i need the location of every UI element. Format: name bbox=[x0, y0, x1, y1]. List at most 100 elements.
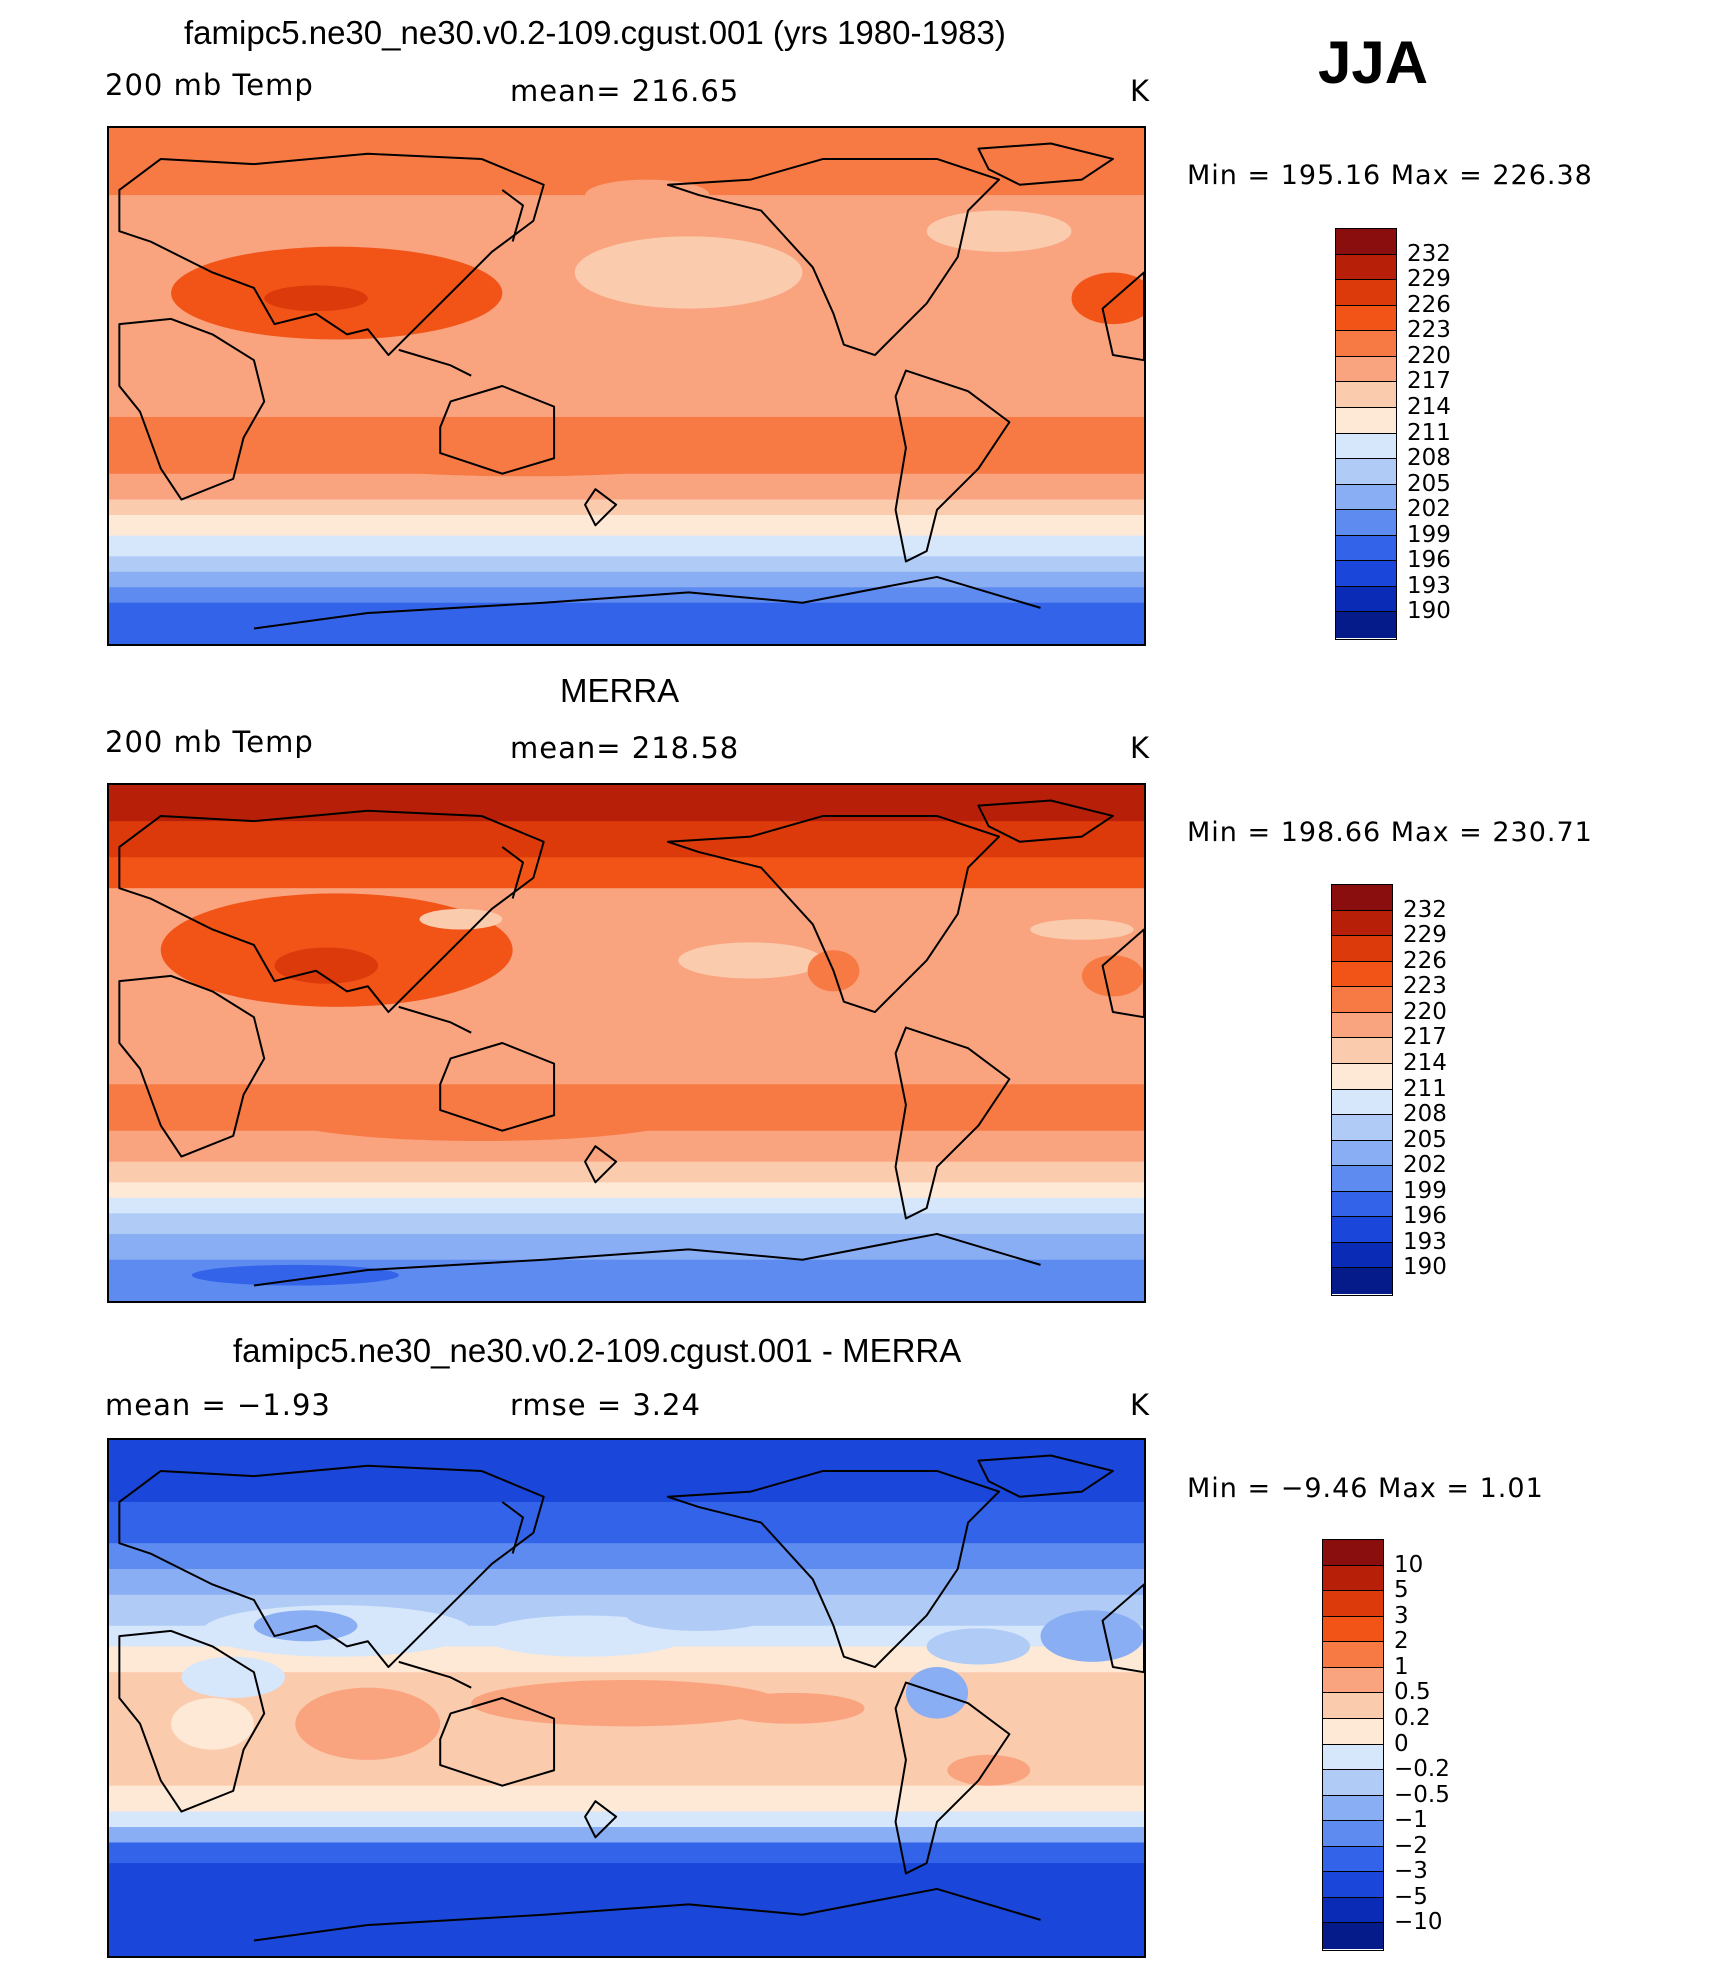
coastline bbox=[439, 1042, 556, 1132]
coastline bbox=[666, 1469, 1001, 1669]
colorbar-label: 226 bbox=[1403, 947, 1447, 974]
contour-band bbox=[109, 1233, 1144, 1261]
colorbar-label: −1 bbox=[1394, 1807, 1428, 1834]
colorbar-label: 193 bbox=[1403, 1228, 1447, 1255]
contour-region bbox=[171, 1698, 254, 1750]
colorbar-swatch bbox=[1332, 1217, 1392, 1243]
colorbar-label: 226 bbox=[1407, 291, 1451, 318]
colorbar-swatch bbox=[1323, 1795, 1383, 1822]
colorbar-label: 211 bbox=[1407, 419, 1451, 446]
contour-region bbox=[626, 1599, 772, 1631]
panel-3-colorbar bbox=[1322, 1539, 1384, 1951]
contour-region bbox=[274, 1089, 689, 1142]
colorbar-label: 232 bbox=[1407, 240, 1451, 267]
panel-1-colorbar bbox=[1335, 228, 1397, 640]
coastline bbox=[894, 1681, 1011, 1875]
contour-band bbox=[109, 1842, 1144, 1865]
contour-band bbox=[109, 1130, 1144, 1163]
colorbar-label: 205 bbox=[1407, 470, 1451, 497]
colorbar-label: 214 bbox=[1403, 1049, 1447, 1076]
coastline bbox=[977, 142, 1114, 186]
colorbar-swatch bbox=[1332, 1191, 1392, 1218]
colorbar-label: −10 bbox=[1394, 1909, 1443, 1936]
coastline bbox=[977, 1454, 1114, 1498]
contour-band bbox=[109, 1197, 1144, 1215]
colorbar-label: 196 bbox=[1407, 547, 1451, 574]
contour-region bbox=[719, 1692, 865, 1724]
contour-band bbox=[109, 1440, 1144, 1503]
panel-3-mean-label: mean = −1.93 bbox=[105, 1388, 331, 1422]
season-label: JJA bbox=[1318, 29, 1429, 96]
colorbar-swatch bbox=[1332, 1166, 1392, 1192]
colorbar-swatch bbox=[1336, 382, 1396, 408]
colorbar-swatch bbox=[1336, 433, 1396, 460]
colorbar-label: 220 bbox=[1407, 342, 1451, 369]
panel-3-title: famipc5.ne30_ne30.v0.2-109.cgust.001 - M… bbox=[233, 1332, 962, 1369]
panel-1-units-label: K bbox=[1130, 74, 1151, 108]
colorbar-label: 1 bbox=[1394, 1653, 1409, 1680]
colorbar-label: 229 bbox=[1407, 266, 1451, 293]
coastline bbox=[253, 575, 1041, 630]
colorbar-label: 217 bbox=[1407, 368, 1451, 395]
colorbar-swatch bbox=[1332, 961, 1392, 988]
colorbar-label: 223 bbox=[1407, 317, 1451, 344]
colorbar-label: 217 bbox=[1403, 1024, 1447, 1051]
contour-band bbox=[109, 1827, 1144, 1844]
colorbar-swatch bbox=[1336, 510, 1396, 536]
colorbar-swatch bbox=[1323, 1642, 1383, 1668]
contour-band bbox=[109, 1543, 1144, 1570]
coastline bbox=[439, 385, 556, 475]
panel-1-variable-label: 200 mb Temp bbox=[105, 68, 314, 102]
coastline bbox=[666, 814, 1001, 1014]
contour-band bbox=[109, 473, 1144, 501]
colorbar-label: 208 bbox=[1403, 1101, 1447, 1128]
panel-2-minmax: Min = 198.66 Max = 230.71 bbox=[1187, 817, 1593, 848]
panel-3-minmax: Min = −9.46 Max = 1.01 bbox=[1187, 1473, 1544, 1504]
colorbar-swatch bbox=[1323, 1616, 1383, 1643]
coastline bbox=[253, 1887, 1041, 1942]
colorbar-swatch bbox=[1323, 1667, 1383, 1694]
colorbar-label: 202 bbox=[1403, 1152, 1447, 1179]
colorbar-swatch bbox=[1336, 535, 1396, 562]
colorbar-label: 10 bbox=[1394, 1551, 1424, 1578]
colorbar-label: 196 bbox=[1403, 1203, 1447, 1230]
contour-band bbox=[109, 602, 1144, 644]
colorbar-swatch bbox=[1336, 407, 1396, 434]
contour-region bbox=[295, 1687, 441, 1760]
colorbar-swatch bbox=[1336, 356, 1396, 383]
contour-band bbox=[109, 857, 1144, 890]
colorbar-swatch bbox=[1336, 331, 1396, 357]
colorbar-swatch bbox=[1323, 1846, 1383, 1873]
map-field bbox=[109, 785, 1144, 1301]
colorbar-label: 3 bbox=[1394, 1602, 1409, 1629]
colorbar-swatch bbox=[1332, 1268, 1392, 1294]
colorbar-label: 202 bbox=[1407, 496, 1451, 523]
colorbar-swatch bbox=[1323, 1591, 1383, 1617]
panel-2-variable-label: 200 mb Temp bbox=[105, 725, 314, 759]
colorbar-swatch bbox=[1323, 1693, 1383, 1719]
coastline bbox=[584, 1145, 618, 1184]
coastline bbox=[253, 1232, 1041, 1287]
coastline bbox=[977, 799, 1114, 843]
colorbar-label: −5 bbox=[1394, 1883, 1428, 1910]
contour-region bbox=[253, 1610, 358, 1642]
colorbar-swatch bbox=[1336, 280, 1396, 306]
colorbar-label: −2 bbox=[1394, 1832, 1428, 1859]
contour-region bbox=[926, 1628, 1031, 1665]
panel-3-rmse-label: rmse = 3.24 bbox=[510, 1388, 701, 1422]
colorbar-label: 232 bbox=[1403, 896, 1447, 923]
colorbar-swatch bbox=[1323, 1540, 1383, 1566]
coastline bbox=[439, 1697, 556, 1787]
coastline bbox=[666, 157, 1001, 357]
colorbar-swatch bbox=[1336, 484, 1396, 511]
contour-band bbox=[109, 499, 1144, 516]
colorbar-swatch bbox=[1336, 459, 1396, 485]
coastline bbox=[1101, 928, 1144, 1019]
contour-band bbox=[109, 1811, 1144, 1828]
panel-3-units-label: K bbox=[1130, 1388, 1151, 1422]
coastline bbox=[398, 348, 472, 377]
colorbar-label: 0.5 bbox=[1394, 1679, 1431, 1706]
colorbar-swatch bbox=[1332, 910, 1392, 937]
colorbar-label: −0.2 bbox=[1394, 1756, 1450, 1783]
colorbar-swatch bbox=[1332, 885, 1392, 911]
